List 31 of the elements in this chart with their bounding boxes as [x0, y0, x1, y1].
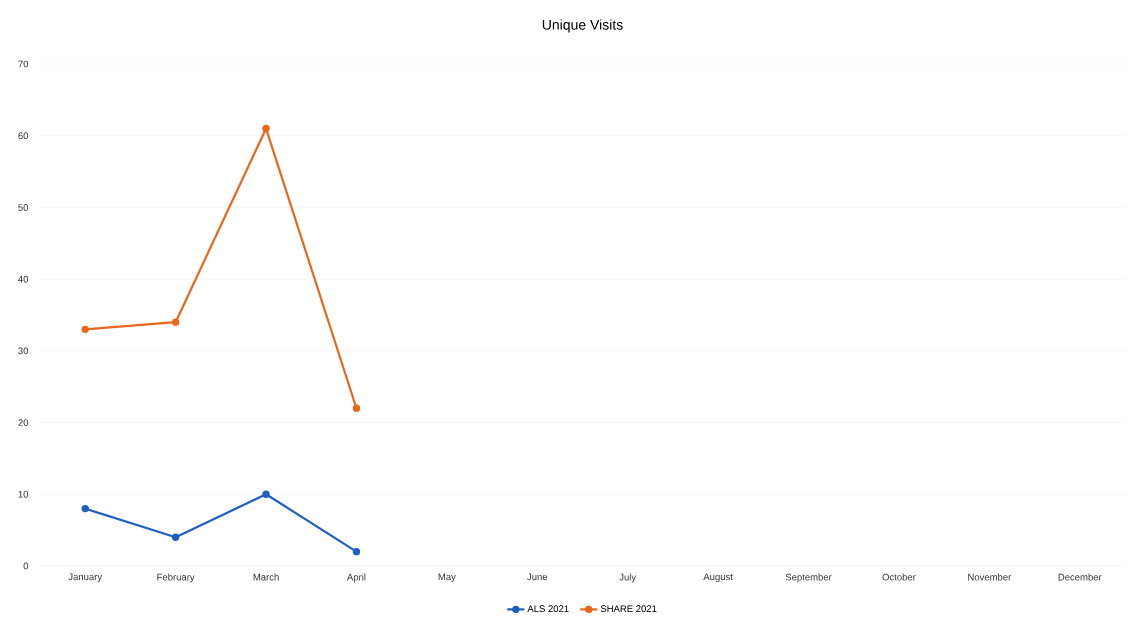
x-tick-label: September — [785, 573, 832, 583]
legend-label: SHARE 2021 — [600, 605, 657, 613]
x-tick-label: July — [619, 573, 637, 583]
y-tick-label: 10 — [18, 490, 29, 498]
x-tick-label: August — [703, 573, 733, 583]
x-tick-label: October — [882, 573, 916, 581]
point — [171, 318, 180, 326]
point — [262, 490, 270, 498]
point — [352, 404, 361, 412]
y-tick-label: 40 — [18, 275, 29, 283]
point — [352, 547, 361, 556]
point — [171, 533, 180, 541]
point — [81, 325, 89, 334]
x-tick-label: November — [968, 573, 1012, 581]
y-tick-label: 30 — [18, 347, 29, 355]
y-tick-label: 20 — [18, 419, 29, 426]
y-tick-label: 70 — [18, 60, 29, 68]
x-tick-label: June — [527, 573, 548, 581]
x-tick-label: May — [438, 573, 456, 583]
x-tick-label: February — [157, 573, 195, 583]
point — [81, 504, 89, 513]
y-tick-label: 50 — [18, 204, 29, 211]
y-tick-label: 0 — [23, 562, 29, 570]
point — [262, 124, 270, 133]
chart-title: Unique Visits — [542, 19, 623, 33]
x-tick-label: April — [346, 573, 366, 583]
legend-label: ALS 2021 — [527, 605, 569, 613]
x-tick-label: December — [1058, 573, 1102, 581]
x-tick-label: January — [68, 573, 103, 583]
y-tick-label: 60 — [18, 132, 29, 140]
x-tick-label: March — [253, 573, 279, 581]
